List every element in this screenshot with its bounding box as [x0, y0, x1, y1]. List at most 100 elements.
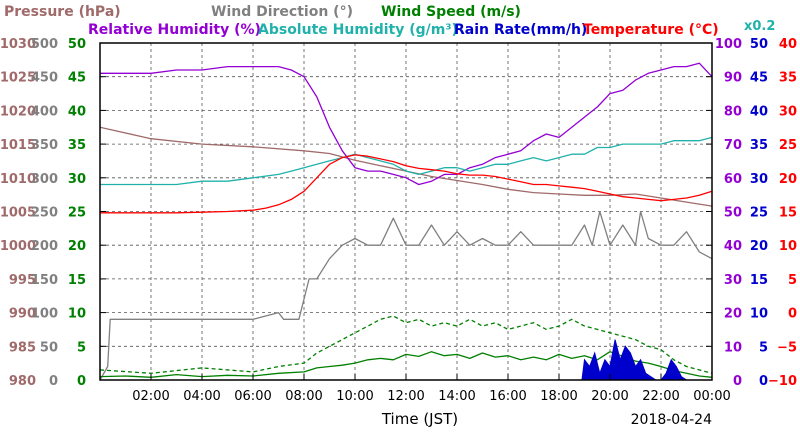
x-axis: 02:00 04:00 06:00 08:00 10:00 12:00 14:00 16:00…: [132, 374, 731, 404]
legend-scale-note: x0.2: [744, 19, 775, 34]
y-tick-label-wind-speed: 40: [68, 104, 86, 119]
y-tick-label-temperature: 0: [788, 307, 797, 322]
y-tick-label-temperature: −5: [777, 340, 797, 355]
y-tick-label-temperature: −10: [768, 374, 797, 389]
x-tick-label: 10:00: [336, 389, 373, 404]
y-tick-label-pressure: 985: [9, 340, 36, 355]
y-tick-label-temperature: 10: [779, 239, 797, 254]
y-tick-label-temperature: 25: [779, 138, 797, 153]
series-relative-humidity: [100, 62, 713, 186]
y-tick-label-pressure: 1005: [0, 206, 36, 221]
y-tick-label-humidity: 80: [724, 104, 742, 119]
y-tick-label-rain-rate: 30: [750, 172, 768, 187]
y-tick-label-wind-speed: 15: [68, 273, 86, 288]
series-group: [99, 62, 713, 381]
series-pressure-hpa: [99, 126, 713, 207]
y-tick-label-wind-speed: 25: [68, 206, 86, 221]
grid: [100, 43, 712, 380]
y-tick-label-rain-rate: 35: [750, 138, 768, 153]
y-tick-label-wind-direction: 250: [31, 206, 58, 221]
y-tick-label-humidity: 20: [724, 307, 742, 322]
y-tick-label-wind-direction: 100: [31, 307, 58, 322]
y-tick-label-pressure: 1010: [0, 172, 36, 187]
y-tick-label-wind-direction: 200: [31, 239, 58, 254]
y-tick-label-wind-direction: 350: [31, 138, 58, 153]
y-axes: 1030102510201015101010051000995990985980…: [0, 37, 797, 389]
x-tick-label: 22:00: [642, 389, 679, 404]
y-tick-label-rain-rate: 10: [750, 307, 768, 322]
legend-item: Pressure (hPa): [4, 4, 121, 20]
y-tick-label-humidity: 10: [724, 340, 742, 355]
y-tick-label-pressure: 1000: [0, 239, 36, 254]
y-tick-label-wind-direction: 0: [49, 374, 58, 389]
y-tick-label-temperature: 20: [779, 172, 797, 187]
y-tick-label-wind-speed: 0: [77, 374, 86, 389]
x-tick-label: 20:00: [591, 389, 628, 404]
x-tick-label: 12:00: [387, 389, 424, 404]
legend-item: Temperature (°C): [583, 22, 719, 38]
series-wind-gust-m-s: [99, 315, 713, 374]
y-tick-label-humidity: 60: [724, 172, 742, 187]
series-wind-direction: [99, 210, 713, 381]
y-tick-label-wind-speed: 10: [68, 307, 86, 322]
y-tick-label-rain-rate: 25: [750, 206, 768, 221]
y-tick-label-pressure: 1030: [0, 37, 36, 52]
legend-item: Absolute Humidity (g/m³): [258, 22, 458, 38]
y-tick-label-wind-speed: 35: [68, 138, 86, 153]
y-tick-label-wind-speed: 45: [68, 71, 86, 86]
x-tick-label: 00:00: [693, 389, 730, 404]
y-tick-label-wind-direction: 300: [31, 172, 58, 187]
y-tick-label-temperature: 5: [788, 273, 797, 288]
y-tick-label-humidity: 90: [724, 71, 742, 86]
legend: Pressure (hPa) Wind Direction (°) Wind Spe…: [4, 4, 775, 38]
y-tick-label-pressure: 1025: [0, 71, 36, 86]
y-tick-label-rain-rate: 40: [750, 104, 768, 119]
y-tick-label-humidity: 50: [724, 206, 742, 221]
series-temperature-c: [100, 154, 713, 214]
series-rain-rate-mm-h: [581, 339, 689, 381]
y-tick-label-rain-rate: 20: [750, 239, 768, 254]
y-tick-label-wind-direction: 400: [31, 104, 58, 119]
x-tick-label: 16:00: [489, 389, 526, 404]
y-tick-label-pressure: 990: [9, 307, 36, 322]
y-tick-label-pressure: 980: [9, 374, 36, 389]
legend-item: Wind Direction (°): [211, 4, 353, 20]
legend-item: Relative Humidity (%): [88, 22, 261, 38]
legend-item: Wind Speed (m/s): [381, 4, 521, 20]
y-tick-label-rain-rate: 0: [759, 374, 768, 389]
y-tick-label-pressure: 995: [9, 273, 36, 288]
legend-item: Rain Rate(mm/h): [454, 22, 587, 38]
y-tick-label-humidity: 30: [724, 273, 742, 288]
date-label: 2018-04-24: [631, 412, 712, 428]
y-tick-label-humidity: 100: [715, 37, 742, 52]
y-tick-label-temperature: 15: [779, 206, 797, 221]
y-tick-label-humidity: 0: [733, 374, 742, 389]
x-tick-label: 18:00: [540, 389, 577, 404]
y-tick-label-temperature: 40: [779, 37, 797, 52]
y-tick-label-wind-direction: 50: [40, 340, 58, 355]
y-tick-label-humidity: 70: [724, 138, 742, 153]
y-tick-label-wind-speed: 20: [68, 239, 86, 254]
x-tick-label: 14:00: [438, 389, 475, 404]
series-absolute-humidity-g-m: [100, 136, 713, 186]
y-tick-label-rain-rate: 5: [759, 340, 768, 355]
y-tick-label-pressure: 1020: [0, 104, 36, 119]
y-tick-label-pressure: 1015: [0, 138, 36, 153]
y-tick-label-rain-rate: 45: [750, 71, 768, 86]
y-tick-label-wind-direction: 500: [31, 37, 58, 52]
y-tick-label-humidity: 40: [724, 239, 742, 254]
x-tick-label: 02:00: [132, 389, 169, 404]
y-tick-label-wind-speed: 50: [68, 37, 86, 52]
y-tick-label-wind-speed: 30: [68, 172, 86, 187]
y-tick-label-rain-rate: 50: [750, 37, 768, 52]
y-tick-label-temperature: 35: [779, 71, 797, 86]
x-tick-label: 06:00: [234, 389, 271, 404]
y-tick-label-temperature: 30: [779, 104, 797, 119]
x-tick-label: 08:00: [285, 389, 322, 404]
y-tick-label-wind-direction: 450: [31, 71, 58, 86]
y-tick-label-rain-rate: 15: [750, 273, 768, 288]
y-tick-label-wind-speed: 5: [77, 340, 86, 355]
x-axis-label: Time (JST): [381, 410, 458, 428]
y-tick-label-wind-direction: 150: [31, 273, 58, 288]
